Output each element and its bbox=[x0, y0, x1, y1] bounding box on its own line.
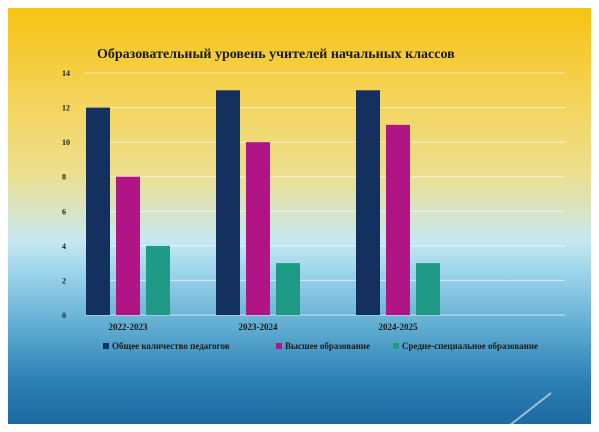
bar-1-1 bbox=[246, 142, 270, 315]
legend-label: Общее количество педагогов bbox=[112, 341, 230, 351]
x-category-label: 2024-2025 bbox=[379, 322, 418, 332]
y-tick-label: 2 bbox=[62, 276, 66, 285]
bar-2-1 bbox=[386, 124, 410, 315]
legend-label: Средне-специальное образование bbox=[402, 341, 538, 351]
y-tick-label: 4 bbox=[62, 242, 66, 251]
bar-2-2 bbox=[416, 263, 440, 315]
bar-2-0 bbox=[356, 90, 380, 316]
y-tick-label: 10 bbox=[62, 138, 70, 147]
bar-0-2 bbox=[146, 245, 170, 315]
bar-0-0 bbox=[86, 107, 110, 315]
legend-swatch bbox=[103, 343, 109, 349]
x-category-label: 2023-2024 bbox=[239, 322, 278, 332]
legend-swatch bbox=[393, 343, 399, 349]
legend-label: Высшее образование bbox=[285, 341, 370, 351]
x-axis-categories: 2022-2023 2023-2024 2024-2025 bbox=[109, 322, 418, 332]
bar-1-2 bbox=[276, 263, 300, 315]
y-tick-label: 12 bbox=[62, 104, 70, 113]
y-tick-label: 6 bbox=[62, 207, 66, 216]
bar-1-0 bbox=[216, 90, 240, 316]
y-tick-label: 8 bbox=[62, 173, 66, 182]
bars bbox=[86, 90, 440, 316]
y-axis-ticks: 0 2 4 6 8 10 12 14 bbox=[62, 69, 70, 320]
legend: Общее количество педагогов Высшее образов… bbox=[103, 341, 538, 351]
bar-0-1 bbox=[116, 176, 140, 315]
chart-title: Образовательный уровень учителей начальн… bbox=[97, 47, 455, 62]
y-tick-label: 14 bbox=[62, 69, 70, 78]
legend-swatch bbox=[276, 343, 282, 349]
y-tick-label: 0 bbox=[62, 311, 66, 320]
x-category-label: 2022-2023 bbox=[109, 322, 148, 332]
